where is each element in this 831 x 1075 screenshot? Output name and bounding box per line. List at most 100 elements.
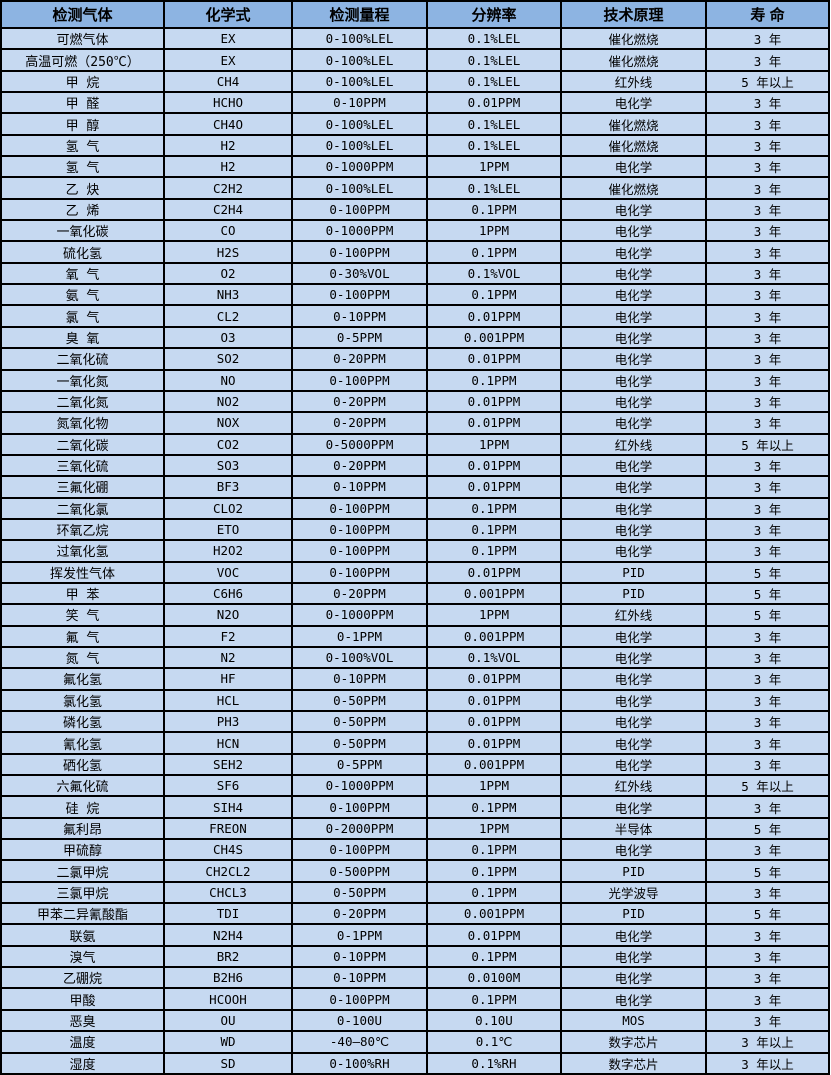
principle-cell: PID: [560, 859, 707, 883]
principle-cell: 电化学: [560, 966, 707, 990]
gas-name-cell: 二氧化氮: [0, 389, 165, 414]
lifespan-cell: 3 年: [705, 475, 830, 499]
range-cell: 0-50PPM: [291, 709, 428, 734]
principle-cell: 红外线: [560, 432, 707, 456]
resolution-cell: 0.01PPM: [426, 411, 562, 435]
lifespan-cell: 5 年: [705, 859, 830, 883]
range-cell: 0-100PPM: [291, 240, 428, 264]
range-cell: 0-10PPM: [291, 944, 428, 969]
col-header-resolution: 分辨率: [426, 0, 562, 29]
principle-cell: 电化学: [560, 496, 707, 520]
principle-cell: 电化学: [560, 838, 707, 862]
range-cell: 0-50PPM: [291, 880, 428, 905]
principle-cell: 催化燃烧: [560, 133, 707, 158]
formula-cell: CL2: [163, 304, 293, 328]
formula-cell: SF6: [163, 774, 293, 798]
gas-name-cell: 恶臭: [0, 1008, 165, 1033]
formula-cell: VOC: [163, 560, 293, 584]
lifespan-cell: 3 年: [705, 709, 830, 734]
lifespan-cell: 3 年: [705, 112, 830, 136]
table-row: 氮氧化物 NOX 0-20PPM 0.01PPM 电化学 3 年: [0, 411, 830, 435]
formula-cell: EX: [163, 48, 293, 72]
gas-name-cell: 磷化氢: [0, 709, 165, 734]
range-cell: 0-1000PPM: [291, 603, 428, 627]
gas-name-cell: 湿度: [0, 1051, 165, 1075]
principle-cell: 电化学: [560, 453, 707, 478]
range-cell: 0-10PPM: [291, 667, 428, 691]
formula-cell: C2H2: [163, 176, 293, 200]
table-row: 湿度 SD 0-100%RH 0.1%RH 数字芯片 3 年以上: [0, 1051, 830, 1075]
resolution-cell: 0.1%LEL: [426, 133, 562, 158]
resolution-cell: 0.1PPM: [426, 496, 562, 520]
formula-cell: BF3: [163, 475, 293, 499]
table-row: 二氯甲烷 CH2CL2 0-500PPM 0.1PPM PID 5 年: [0, 859, 830, 883]
formula-cell: SO2: [163, 347, 293, 371]
table-row: 甲苯二异氰酸酯 TDI 0-20PPM 0.001PPM PID 5 年: [0, 902, 830, 926]
range-cell: 0-100PPM: [291, 539, 428, 563]
formula-cell: CH4S: [163, 838, 293, 862]
lifespan-cell: 3 年: [705, 155, 830, 179]
range-cell: 0-100PPM: [291, 368, 428, 392]
gas-name-cell: 二氧化氯: [0, 496, 165, 520]
principle-cell: 半导体: [560, 816, 707, 841]
table-row: 氮 气 N2 0-100%VOL 0.1%VOL 电化学 3 年: [0, 645, 830, 670]
table-row: 氰化氢 HCN 0-50PPM 0.01PPM 电化学 3 年: [0, 731, 830, 755]
lifespan-cell: 3 年: [705, 517, 830, 542]
table-row: 笑 气 N2O 0-1000PPM 1PPM 红外线 5 年: [0, 603, 830, 627]
formula-cell: TDI: [163, 902, 293, 926]
range-cell: 0-100PPM: [291, 283, 428, 307]
range-cell: 0-20PPM: [291, 389, 428, 414]
formula-cell: F2: [163, 624, 293, 648]
resolution-cell: 0.1PPM: [426, 880, 562, 905]
resolution-cell: 0.001PPM: [426, 752, 562, 777]
range-cell: 0-100PPM: [291, 197, 428, 222]
range-cell: 0-100%LEL: [291, 133, 428, 158]
table-row: 氢 气 H2 0-100%LEL 0.1%LEL 催化燃烧 3 年: [0, 133, 830, 158]
col-header-lifespan: 寿 命: [705, 0, 830, 29]
range-cell: 0-100PPM: [291, 838, 428, 862]
range-cell: 0-20PPM: [291, 581, 428, 606]
formula-cell: FREON: [163, 816, 293, 841]
lifespan-cell: 3 年: [705, 838, 830, 862]
range-cell: 0-100PPM: [291, 560, 428, 584]
formula-cell: CH4O: [163, 112, 293, 136]
lifespan-cell: 3 年: [705, 496, 830, 520]
table-row: 乙 烯 C2H4 0-100PPM 0.1PPM 电化学 3 年: [0, 197, 830, 222]
resolution-cell: 0.01PPM: [426, 304, 562, 328]
formula-cell: CH4: [163, 69, 293, 94]
table-row: 氟化氢 HF 0-10PPM 0.01PPM 电化学 3 年: [0, 667, 830, 691]
range-cell: 0-500PPM: [291, 859, 428, 883]
table-row: 硒化氢 SEH2 0-5PPM 0.001PPM 电化学 3 年: [0, 752, 830, 777]
table-row: 二氧化硫 SO2 0-20PPM 0.01PPM 电化学 3 年: [0, 347, 830, 371]
gas-name-cell: 三氯甲烷: [0, 880, 165, 905]
formula-cell: H2S: [163, 240, 293, 264]
gas-name-cell: 甲 烷: [0, 69, 165, 94]
principle-cell: 电化学: [560, 197, 707, 222]
resolution-cell: 0.01PPM: [426, 347, 562, 371]
range-cell: 0-20PPM: [291, 453, 428, 478]
resolution-cell: 0.1%LEL: [426, 69, 562, 94]
resolution-cell: 0.1PPM: [426, 368, 562, 392]
range-cell: 0-100PPM: [291, 795, 428, 819]
range-cell: 0-5PPM: [291, 752, 428, 777]
range-cell: 0-1PPM: [291, 624, 428, 648]
lifespan-cell: 3 年: [705, 624, 830, 648]
table-row: 硅 烷 SIH4 0-100PPM 0.1PPM 电化学 3 年: [0, 795, 830, 819]
gas-name-cell: 六氟化硫: [0, 774, 165, 798]
resolution-cell: 0.1PPM: [426, 197, 562, 222]
table-row: 温度 WD -40—80℃ 0.1℃ 数字芯片 3 年以上: [0, 1030, 830, 1054]
lifespan-cell: 5 年: [705, 581, 830, 606]
formula-cell: CO2: [163, 432, 293, 456]
resolution-cell: 0.1%LEL: [426, 26, 562, 51]
principle-cell: 催化燃烧: [560, 48, 707, 72]
gas-name-cell: 甲苯二异氰酸酯: [0, 902, 165, 926]
range-cell: 0-5000PPM: [291, 432, 428, 456]
lifespan-cell: 3 年: [705, 645, 830, 670]
principle-cell: 电化学: [560, 411, 707, 435]
formula-cell: NO: [163, 368, 293, 392]
resolution-cell: 1PPM: [426, 219, 562, 243]
gas-name-cell: 二氧化碳: [0, 432, 165, 456]
gas-name-cell: 氯化氢: [0, 688, 165, 713]
principle-cell: 电化学: [560, 709, 707, 734]
table-row: 甲 醇 CH4O 0-100%LEL 0.1%LEL 催化燃烧 3 年: [0, 112, 830, 136]
